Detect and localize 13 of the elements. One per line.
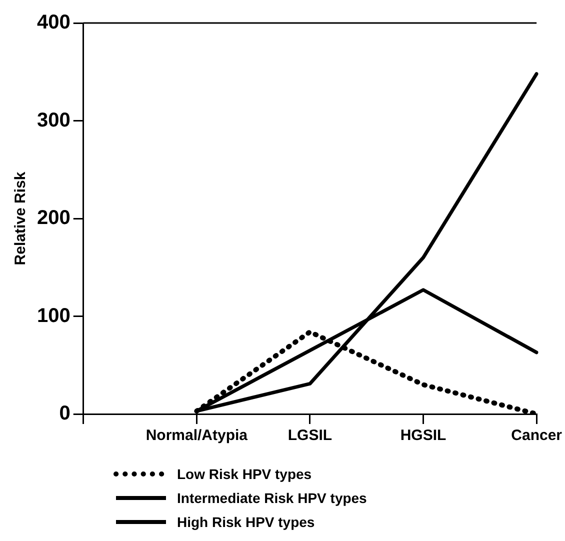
x-tick-label: LGSIL [288,427,332,444]
y-tick-label: 400 [36,12,70,34]
legend-label: High Risk HPV types [177,514,315,530]
y-axis-title: Relative Risk [12,171,30,266]
x-tick-label: Normal/Atypia [146,427,248,444]
y-tick-label: 200 [36,207,70,230]
legend-label: Intermediate Risk HPV types [177,490,367,506]
y-tick-label: 300 [36,109,70,132]
y-tick-label: 0 [59,402,70,425]
x-tick-label: HGSIL [400,427,446,444]
legend-label: Low Risk HPV types [177,466,312,482]
x-tick-label: Cancer [511,427,562,444]
y-tick-label: 100 [36,304,70,327]
